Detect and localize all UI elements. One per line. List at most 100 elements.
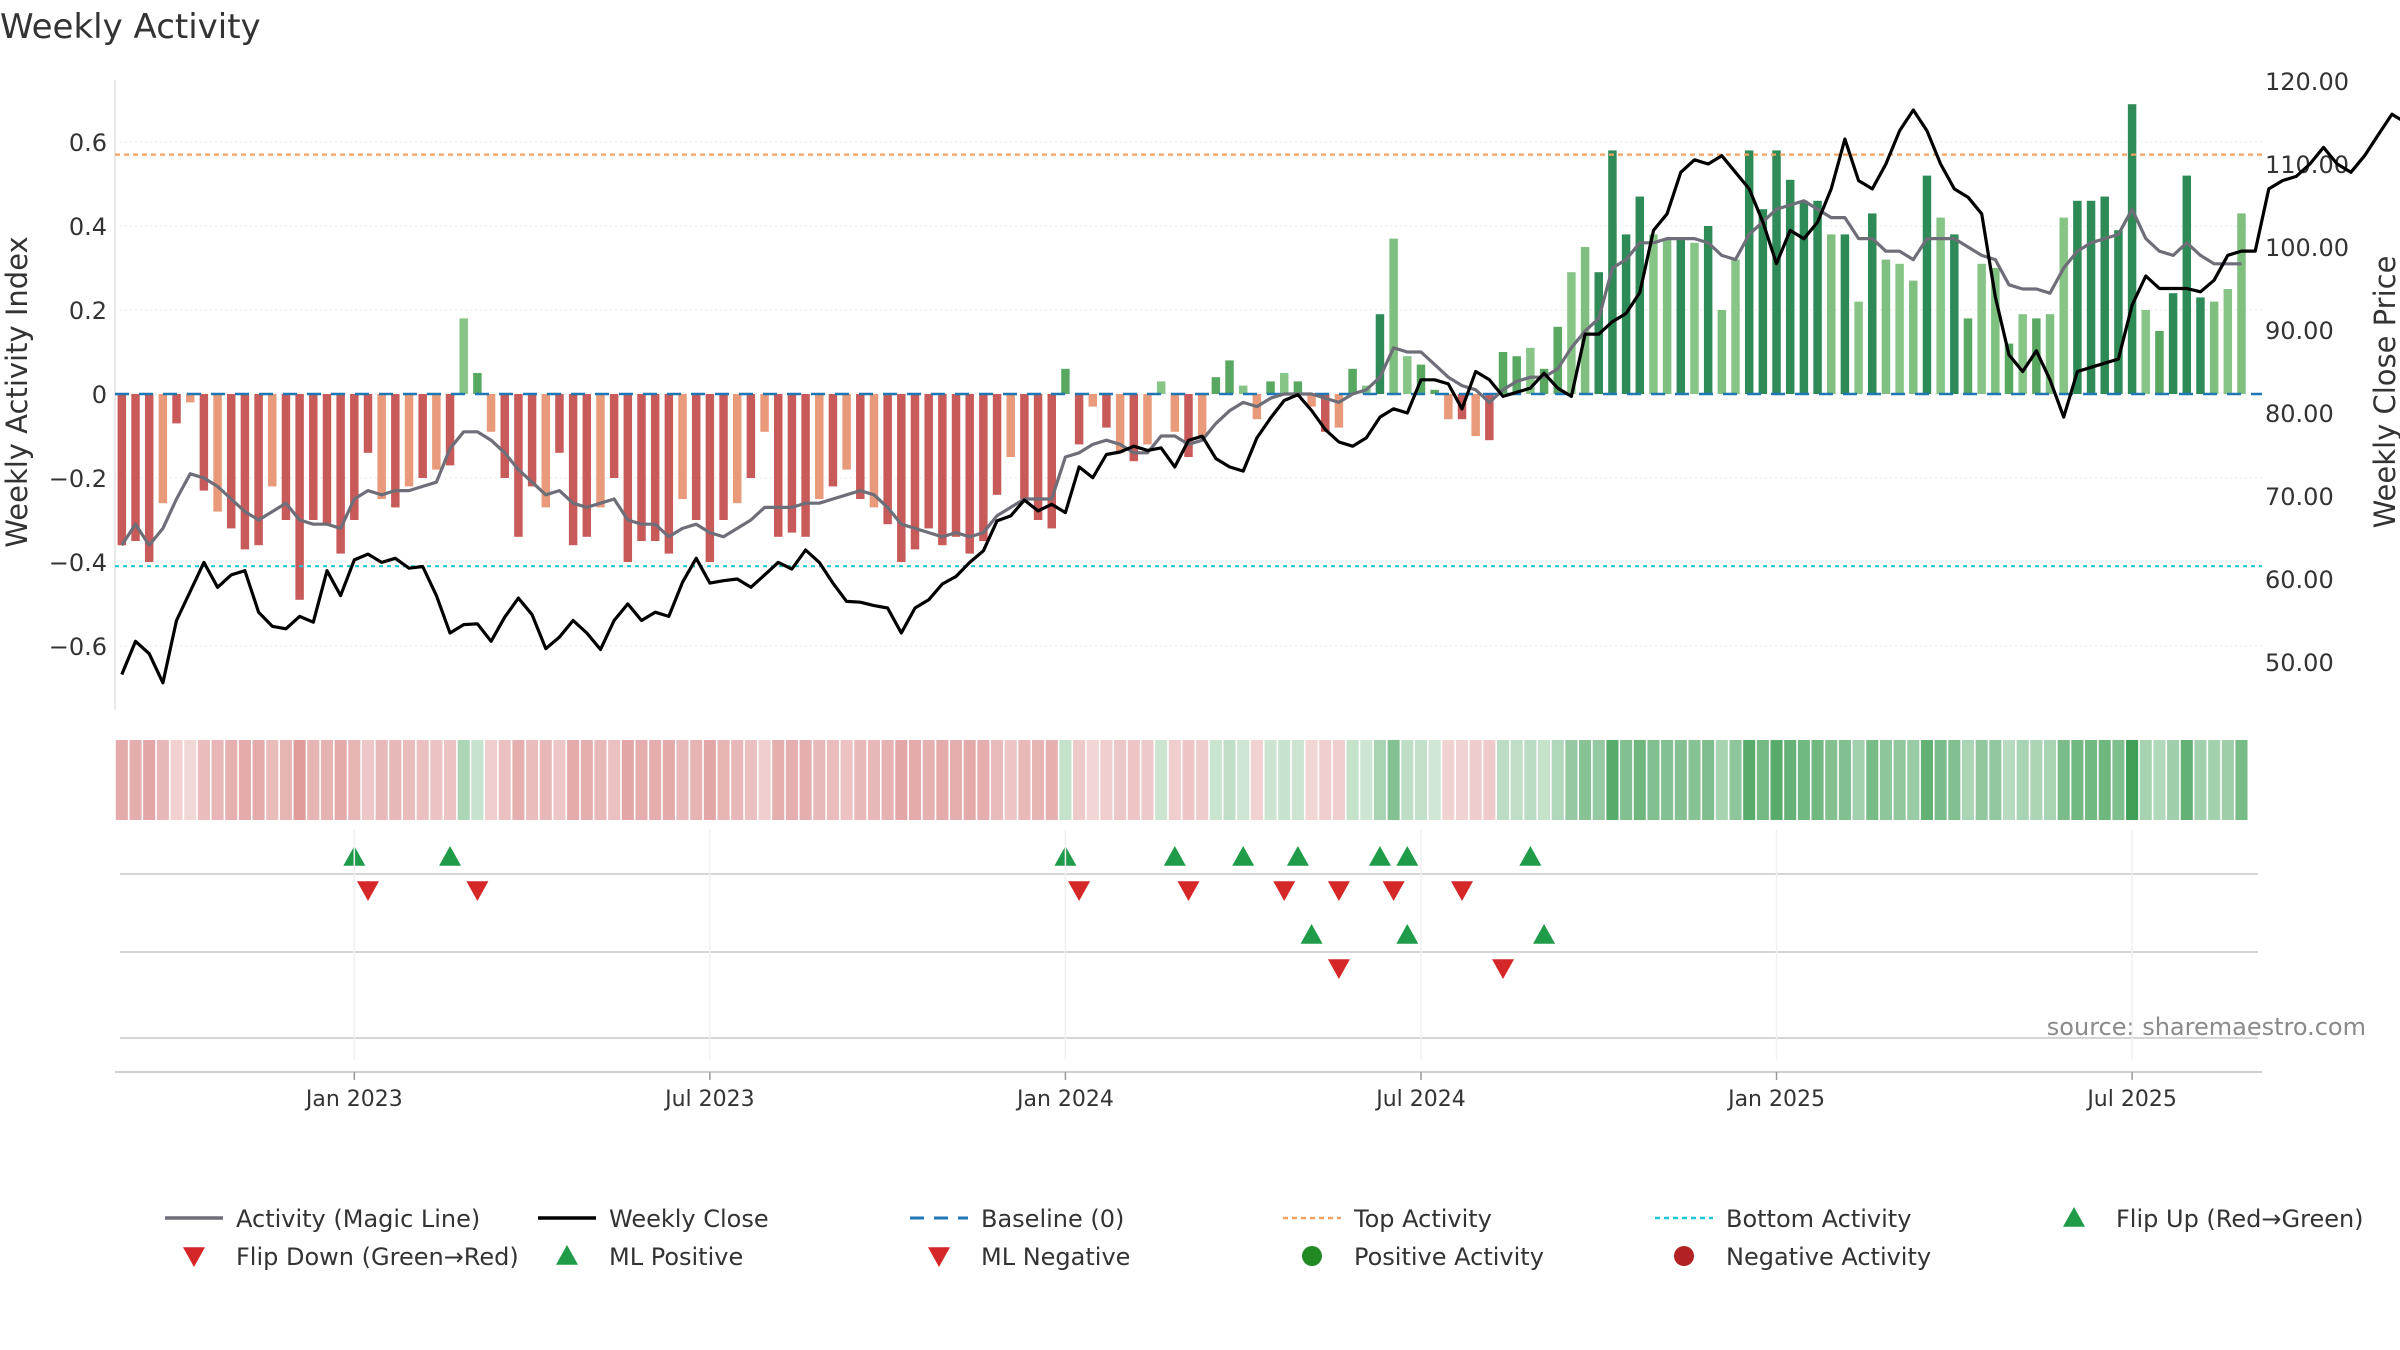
heat-cell (1141, 740, 1154, 820)
heat-cell (1223, 740, 1236, 820)
legend-item: Flip Up (Red→Green) (2063, 1205, 2364, 1233)
activity-bar (1074, 394, 1084, 445)
flip-up-marker (1286, 846, 1309, 866)
activity-bar (336, 394, 345, 554)
activity-bar (1703, 226, 1713, 394)
heat-cell (1264, 740, 1277, 820)
activity-bar (350, 394, 359, 520)
heat-cell (1811, 740, 1824, 820)
heat-cell (553, 740, 566, 820)
activity-bar (787, 394, 797, 533)
heat-cell (717, 740, 730, 820)
activity-bar (1403, 356, 1412, 394)
activity-bar (404, 394, 414, 487)
flip-up-marker (1396, 846, 1419, 866)
heat-cell (1948, 740, 1961, 820)
activity-bar (500, 394, 509, 478)
heat-cell (676, 740, 689, 820)
activity-bar (1840, 234, 1850, 394)
activity-bar (1279, 373, 1289, 394)
heat-cell (594, 740, 607, 820)
activity-bar (1991, 268, 2000, 394)
x-tick-label: Jul 2025 (2085, 1087, 2177, 1112)
flip-down-marker (356, 881, 379, 901)
y-right-tick-label: 60.00 (2265, 566, 2334, 594)
activity-bar (1047, 394, 1056, 529)
y-left-tick-label: 0.4 (69, 213, 107, 241)
heat-cell (635, 740, 648, 820)
activity-bar (2127, 104, 2137, 394)
activity-bar (691, 394, 701, 520)
heat-cell (2016, 740, 2029, 820)
activity-bar (1197, 394, 1207, 436)
source-credit: source: sharemaestro.com (2047, 1013, 2366, 1041)
legend-label: Positive Activity (1354, 1243, 1544, 1271)
legend-swatch-triangle-up (556, 1245, 578, 1265)
y-left-tick-label: −0.6 (49, 633, 107, 661)
activity-bar (1526, 347, 1535, 394)
heat-cell (949, 740, 963, 820)
heat-cell (1004, 740, 1017, 820)
heat-cell (402, 740, 416, 820)
y-left-tick-label: 0.2 (69, 297, 107, 325)
activity-bar (2223, 289, 2233, 394)
heat-cell (430, 740, 443, 820)
heat-cell (320, 740, 334, 820)
legend-item: Flip Down (Green→Red) (183, 1243, 519, 1271)
activity-bar (2045, 314, 2055, 394)
legend-label: Baseline (0) (981, 1205, 1124, 1233)
activity-bar (1649, 234, 1658, 394)
heat-cell (922, 740, 935, 820)
heat-cell (1469, 740, 1482, 820)
activity-bar (582, 394, 592, 537)
activity-bar (596, 394, 605, 508)
heat-cell (1059, 740, 1072, 820)
flip-down-marker (1177, 881, 1200, 901)
activity-bar (842, 394, 851, 470)
heat-cell (1319, 740, 1332, 820)
activity-bar (309, 394, 318, 520)
heat-cell (1196, 740, 1209, 820)
heat-cell (1633, 740, 1646, 820)
heat-cell (266, 740, 279, 820)
y-right-tick-label: 90.00 (2265, 317, 2334, 345)
activity-bar (1854, 301, 1863, 394)
heat-cell (389, 740, 402, 820)
activity-bar (459, 318, 468, 394)
heat-cell (2180, 740, 2193, 820)
activity-bar (1785, 179, 1795, 394)
heat-cell (1565, 740, 1578, 820)
legend-swatch-triangle-down (928, 1247, 950, 1267)
heat-cell (1538, 740, 1551, 820)
heat-cell (1907, 740, 1920, 820)
heat-cell (293, 740, 306, 820)
activity-bar (527, 394, 537, 487)
activity-bar (1977, 263, 1986, 394)
heat-cell (2057, 740, 2070, 820)
activity-bar (2032, 318, 2041, 394)
ml-negative-marker (1327, 959, 1350, 979)
heat-cell (1579, 740, 1592, 820)
heat-cell (608, 740, 621, 820)
legend-label: Flip Down (Green→Red) (236, 1243, 519, 1271)
activity-bar (2004, 343, 2014, 394)
legend-item: ML Negative (928, 1243, 1130, 1271)
heat-cell (1305, 740, 1318, 820)
activity-bar (2237, 213, 2246, 394)
flip-markers-panel (120, 846, 2258, 901)
heat-cell (1715, 740, 1728, 820)
activity-bar (1717, 310, 1727, 394)
activity-bar (2209, 301, 2219, 394)
activity-bar (2182, 175, 2192, 394)
y-left-tick-label: −0.2 (49, 465, 107, 493)
activity-bar (199, 394, 209, 491)
heat-cell (1373, 740, 1386, 820)
x-tick-label: Jan 2025 (1726, 1087, 1825, 1112)
activity-bar (281, 394, 291, 520)
x-tick-label: Jan 2024 (1015, 1087, 1114, 1112)
activity-bar (363, 394, 373, 453)
x-axis: Jan 2023 Jul 2023 Jan 2024 Jul 2024 Jan 2025… (115, 830, 2262, 1112)
heat-cell (485, 740, 498, 820)
heat-cell (416, 740, 429, 820)
